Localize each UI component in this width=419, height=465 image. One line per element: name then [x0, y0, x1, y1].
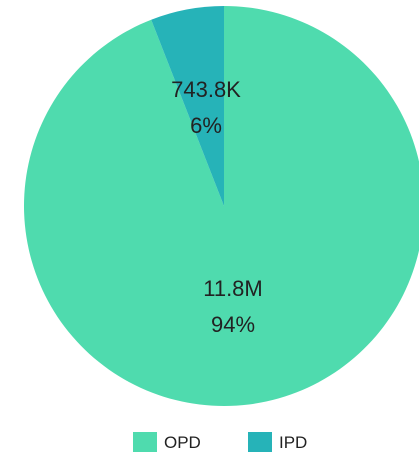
slice-value-label-opd: 11.8M [203, 276, 263, 301]
slice-percent-label-opd: 94% [211, 312, 255, 337]
legend: OPD IPD [133, 432, 307, 452]
pie-slice-ipd[interactable] [151, 5, 224, 206]
labels-layer: 11.8M 94% 743.8K 6% [171, 77, 263, 337]
slices-layer [24, 5, 419, 406]
slice-percent-label-ipd: 6% [190, 113, 222, 138]
legend-item-opd[interactable]: OPD [133, 432, 201, 452]
legend-label-opd: OPD [164, 433, 201, 452]
legend-swatch-ipd [248, 432, 272, 452]
legend-label-ipd: IPD [279, 433, 307, 452]
slice-value-label-ipd: 743.8K [171, 77, 241, 102]
pie-slice-opd[interactable] [24, 6, 419, 406]
legend-item-ipd[interactable]: IPD [248, 432, 307, 452]
legend-swatch-opd [133, 432, 157, 452]
